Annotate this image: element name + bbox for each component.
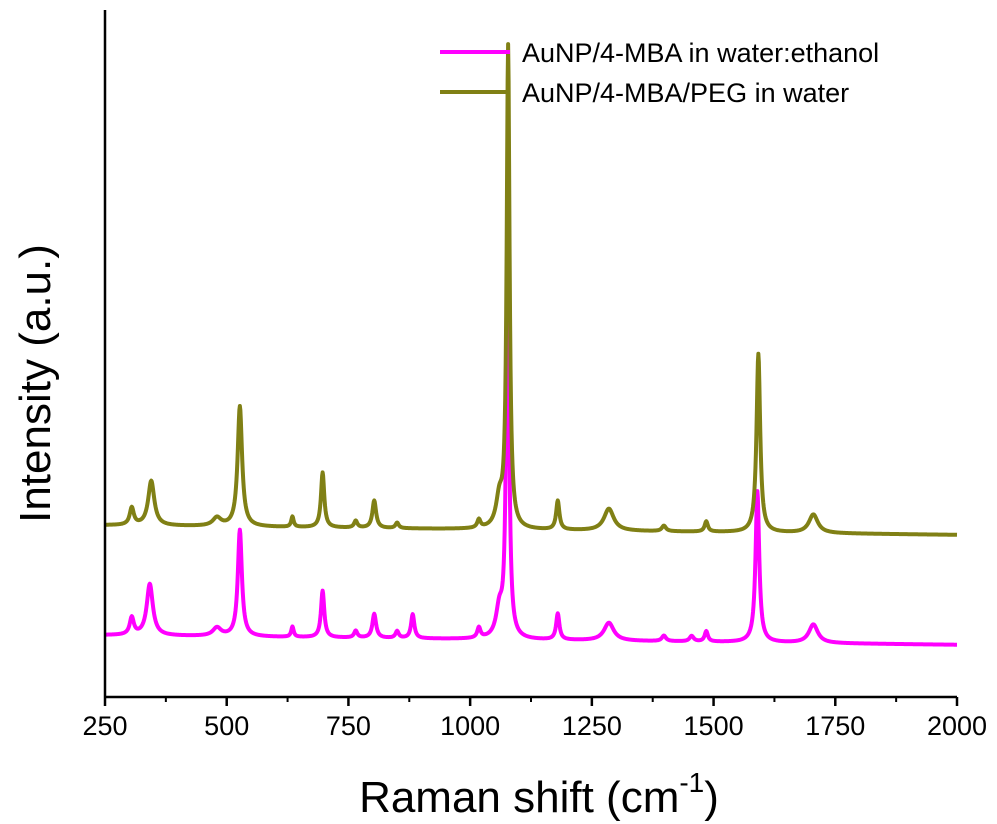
x-axis-title-suffix: ): [704, 773, 719, 822]
x-axis-title: Raman shift (cm-1): [359, 767, 719, 822]
x-tick-label: 1250: [562, 711, 622, 741]
legend-label: AuNP/4-MBA in water:ethanol: [522, 38, 879, 68]
x-axis-title-main: Raman shift (cm: [359, 773, 679, 822]
x-tick-label: 2000: [927, 711, 987, 741]
series-line-1: [103, 234, 959, 647]
legend-label: AuNP/4-MBA/PEG in water: [522, 78, 849, 108]
x-ticks: 250 500 750 1000 1250 1500 1750 2000: [82, 697, 987, 741]
x-tick-label: 1000: [440, 711, 500, 741]
axes: [103, 10, 957, 699]
series-line-2: [103, 42, 959, 537]
x-tick-label: 1500: [684, 711, 744, 741]
x-tick-label: 1750: [805, 711, 865, 741]
x-tick-label: 750: [326, 711, 371, 741]
x-axis-title-superscript: -1: [679, 767, 704, 798]
legend: AuNP/4-MBA in water:ethanol AuNP/4-MBA/PE…: [440, 38, 879, 108]
series-lines: [103, 42, 959, 647]
y-axis-title: Intensity (a.u.): [11, 244, 60, 523]
x-tick-label: 500: [204, 711, 249, 741]
x-tick-label: 250: [82, 711, 127, 741]
